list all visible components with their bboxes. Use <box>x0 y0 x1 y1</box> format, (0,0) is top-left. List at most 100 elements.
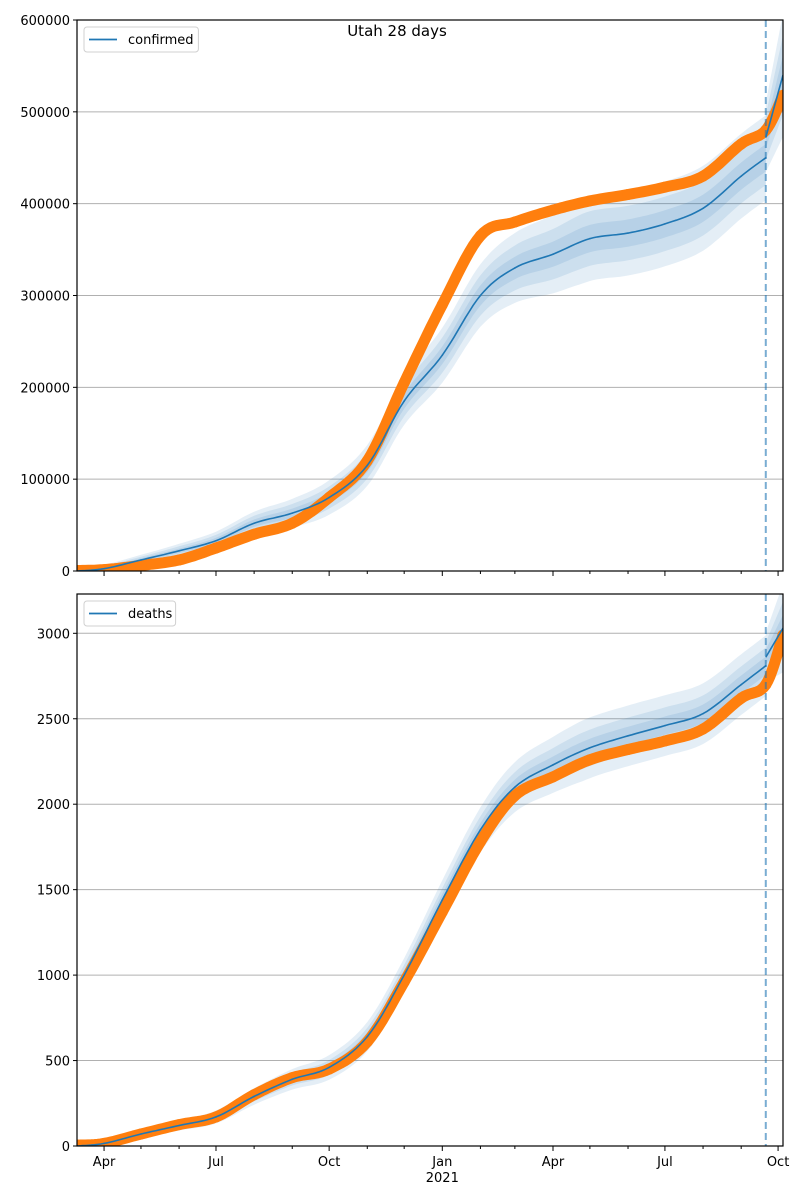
model-median-point <box>215 539 217 542</box>
observed-point <box>474 230 486 242</box>
model-median-point <box>140 559 142 561</box>
model-forecast-line <box>765 74 783 138</box>
observed-point <box>622 744 634 756</box>
observed-series-line <box>77 89 783 571</box>
x-tick-label: Apr <box>93 1155 116 1170</box>
x-tick-label: Jul <box>207 1155 224 1170</box>
uncertainty-band-inner <box>77 656 766 1146</box>
model-median-point <box>589 237 591 240</box>
chart-title: Utah 28 days <box>347 22 447 40</box>
model-median-point <box>479 829 482 831</box>
y-tick-label: 100000 <box>20 473 70 488</box>
model-median-point <box>366 1035 369 1038</box>
x-tick-label: Oct <box>318 1155 340 1170</box>
legend-box <box>83 26 199 53</box>
model-median-point <box>103 567 105 570</box>
y-tick-label: 1000 <box>37 969 70 984</box>
y-tick-label: 500 <box>45 1055 70 1070</box>
observed-point <box>735 692 747 704</box>
model-median-point <box>140 1133 142 1135</box>
y-tick-label: 600000 <box>20 14 70 29</box>
y-tick-label: 200000 <box>20 381 70 396</box>
legend-label: confirmed <box>128 33 194 48</box>
observed-point <box>777 629 783 641</box>
observed-point <box>135 559 147 571</box>
y-tick-label: 300000 <box>20 290 70 305</box>
observed-point <box>248 528 260 540</box>
observed-point <box>286 517 298 529</box>
legend-box <box>83 600 177 627</box>
observed-point <box>509 790 521 802</box>
y-tick-label: 0 <box>62 565 70 580</box>
x-year-label: 2021 <box>426 1171 459 1186</box>
x-tick-label: Apr <box>542 1155 565 1170</box>
model-median-point <box>328 1066 330 1069</box>
model-median-point <box>627 232 629 234</box>
y-tick-label: 1500 <box>37 884 70 899</box>
model-median-point <box>328 496 330 499</box>
model-median-point <box>589 747 591 749</box>
model-median-point <box>514 267 516 269</box>
model-median-point <box>215 1116 217 1118</box>
observed-point <box>77 565 83 571</box>
axes-frame <box>76 19 784 572</box>
observed-point <box>622 188 634 200</box>
model-median-point <box>740 683 742 686</box>
y-tick-label: 3000 <box>37 627 70 642</box>
model-median-point <box>103 1142 105 1145</box>
y-tick-label: 2000 <box>37 798 70 813</box>
model-median-point <box>178 1124 180 1127</box>
model-median-point <box>664 724 666 727</box>
model-median-point <box>702 207 704 210</box>
y-tick-label: 400000 <box>20 198 70 213</box>
observed-point <box>77 1139 83 1146</box>
observed-point <box>697 723 709 735</box>
y-tick-label: 0 <box>62 1140 70 1155</box>
observed-point <box>210 542 222 554</box>
x-axis: Apr Jul Oct Jan Apr Jul Oct 2021 <box>93 1155 790 1186</box>
observed-point <box>659 181 671 193</box>
model-median-line <box>77 665 767 1146</box>
model-median-point <box>740 175 742 177</box>
observed-point <box>398 377 410 389</box>
model-median-point <box>178 549 180 552</box>
model-median-point <box>253 522 255 525</box>
observed-point <box>436 906 448 918</box>
axes-frame <box>76 593 784 1147</box>
model-median-point <box>552 764 554 766</box>
observed-point <box>509 216 521 228</box>
model-median-point <box>403 400 405 402</box>
x-tick-label: Jul <box>656 1155 673 1170</box>
x-tick-label: Oct <box>767 1155 789 1170</box>
model-median-point <box>514 786 516 788</box>
legend: deaths <box>83 600 177 627</box>
model-median-point <box>366 464 369 467</box>
observed-point <box>735 138 747 150</box>
legend: confirmed <box>83 26 199 53</box>
legend-label: deaths <box>128 607 173 622</box>
model-median-point <box>441 899 444 901</box>
forecast-band-inner <box>765 614 783 665</box>
model-median-point <box>291 1078 294 1081</box>
deaths-panel: 0 500 1000 1500 2000 2500 3000 deaths <box>37 593 784 1155</box>
observed-point <box>474 836 486 848</box>
model-median-point <box>403 974 405 976</box>
uncertainty-band-middle <box>77 130 766 571</box>
model-median-point <box>479 294 482 297</box>
observed-point <box>436 299 448 311</box>
observed-point <box>547 204 559 216</box>
model-median-point <box>702 712 704 715</box>
model-median-point <box>441 354 444 356</box>
observed-point <box>173 1119 185 1131</box>
model-median-point <box>552 253 554 255</box>
model-median-point <box>253 1095 255 1098</box>
model-median-point <box>627 735 629 737</box>
observed-point <box>659 735 671 747</box>
model-median-line <box>77 157 767 571</box>
observed-point <box>361 455 373 467</box>
model-median-point <box>664 223 666 225</box>
observed-point <box>173 554 185 566</box>
forecast-band-outer <box>765 20 783 173</box>
uncertainty-band-outer <box>77 115 766 571</box>
